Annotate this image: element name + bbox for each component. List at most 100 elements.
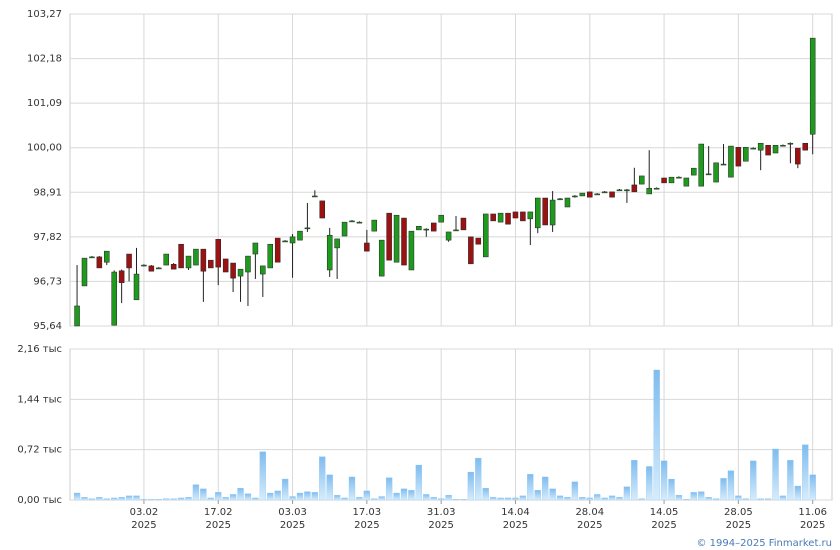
volume-bar [475, 457, 482, 501]
candle-body [713, 162, 719, 183]
y-tick-label: 100,00 [27, 143, 62, 154]
y-tick-label: 96,73 [33, 276, 62, 287]
volume-bar [720, 478, 727, 501]
volume-bar [296, 492, 304, 501]
volume-bar [779, 495, 787, 501]
candle-body [297, 230, 303, 241]
volume-bar [794, 485, 801, 501]
x-tick-label: 17.03 [353, 507, 382, 518]
volume-bar [534, 490, 541, 501]
x-tick-label: 14.05 [650, 507, 679, 518]
volume-bar [712, 498, 720, 501]
volume-bar [490, 497, 497, 501]
candle-body [624, 189, 630, 192]
volume-bar [356, 497, 363, 501]
candle-body [304, 227, 311, 230]
candle-body [572, 195, 578, 198]
volume-bar [787, 460, 794, 501]
volume-bar [311, 492, 318, 501]
candle-body [520, 211, 526, 222]
candle-body [193, 248, 199, 266]
candle-body [386, 212, 392, 261]
volume-bar [393, 492, 400, 501]
volume-bar [504, 497, 512, 501]
candle-body [646, 187, 652, 195]
candle-body [490, 213, 496, 222]
candle-body [141, 264, 147, 267]
candle-body [743, 147, 749, 162]
volume-bar [802, 444, 809, 501]
x-tick-label: 14.04 [501, 507, 530, 518]
candle-body [453, 229, 459, 232]
footer[interactable]: © 1994–2025 Finmarket.ru [696, 538, 832, 549]
volume-bar [445, 494, 452, 501]
candle-body [445, 231, 452, 241]
candle-body [312, 195, 318, 198]
candle-body [148, 265, 155, 272]
candle-body [408, 230, 415, 271]
candle-body [653, 187, 660, 190]
candle-body [728, 145, 734, 178]
volume-bar [452, 499, 460, 501]
volume-bar [229, 494, 237, 501]
volume-bar [371, 498, 378, 501]
volume-bar [81, 497, 88, 501]
candle-body [349, 220, 355, 223]
candle-body [96, 256, 103, 269]
volume-bar [148, 499, 155, 501]
volume-bar [274, 490, 281, 501]
volume-bar [222, 497, 229, 501]
volume-bar [690, 492, 697, 501]
candle-body [319, 200, 326, 219]
volume-bar [289, 496, 296, 501]
candle-body [267, 243, 274, 269]
candle-body [772, 145, 779, 154]
volume-bar [155, 499, 162, 501]
volume-bar [512, 497, 519, 501]
volume-bar [631, 460, 638, 501]
candle-body [289, 236, 296, 244]
candle-body [616, 189, 623, 192]
candle-body [393, 214, 400, 263]
x-tick-year: 2025 [354, 520, 379, 531]
x-tick-label: 03.03 [278, 507, 307, 518]
x-tick-year: 2025 [131, 520, 156, 531]
volume-bar [809, 474, 816, 501]
candle-body [163, 253, 169, 266]
x-tick-label: 31.03 [427, 507, 456, 518]
candle-body [527, 211, 534, 220]
candle-body [683, 177, 690, 187]
x-tick-year: 2025 [651, 520, 676, 531]
x-tick-year: 2025 [577, 520, 602, 531]
volume-bar [415, 464, 423, 501]
candle-body [594, 193, 600, 196]
volume-bar [170, 498, 177, 501]
volume-bar [163, 498, 170, 501]
candle-body [423, 228, 430, 231]
candle-body [326, 234, 333, 271]
x-tick-year: 2025 [503, 520, 528, 531]
volume-bar [594, 494, 601, 501]
x-tick-label: 28.04 [575, 507, 604, 518]
x-tick-year: 2025 [206, 520, 231, 531]
candle-body [639, 175, 645, 185]
candle-body [274, 237, 281, 263]
volume-bar [527, 473, 534, 501]
candle-body [74, 305, 80, 327]
candle-body [260, 265, 266, 275]
volume-bar [660, 460, 668, 501]
volume-bar [244, 493, 252, 501]
volume-bar [378, 496, 385, 501]
candle-body [765, 145, 771, 156]
y-tick-label: 103,27 [27, 9, 62, 20]
volume-bar [363, 490, 370, 501]
candle-body [133, 273, 140, 301]
volume-bar [683, 499, 690, 501]
volume-bar [586, 497, 593, 501]
candle-body [185, 255, 192, 269]
candle-body [156, 267, 162, 270]
volume-bar [267, 492, 274, 501]
candle-body [401, 217, 407, 266]
volume-bar [705, 497, 712, 501]
